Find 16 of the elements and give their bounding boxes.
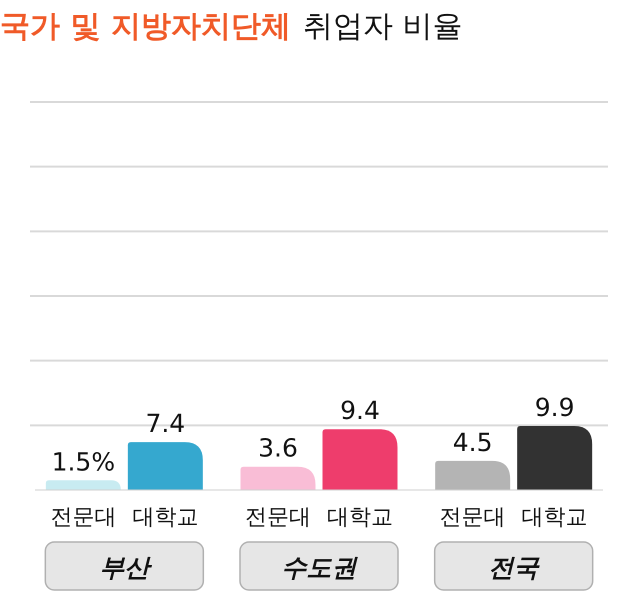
data-label: 9.9 (534, 392, 575, 422)
data-label: 4.5 (452, 428, 493, 457)
x-tick-label: 전문대 (440, 505, 506, 530)
x-tick-label: 대학교 (327, 505, 393, 530)
title: 국가 및 지방자치단체 취업자 비율 (0, 9, 462, 44)
x-tick-label: 전문대 (245, 505, 311, 530)
text: 전국 (488, 553, 541, 582)
data-label: 9.4 (340, 396, 380, 426)
x-tick-label: 대학교 (132, 505, 198, 530)
x-tick-label: 전문대 (50, 505, 116, 530)
x-tick-label: 대학교 (522, 505, 588, 530)
text: 부산 (99, 553, 152, 582)
text: 수도권 (282, 553, 358, 582)
data-label: 7.4 (145, 409, 186, 438)
data-label: 3.6 (258, 434, 298, 463)
data-label: 1.5% (52, 447, 116, 476)
